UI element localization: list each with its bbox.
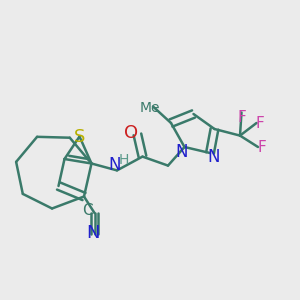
Text: C: C: [82, 203, 93, 218]
Text: F: F: [257, 140, 266, 154]
Text: F: F: [256, 116, 265, 130]
Text: N: N: [207, 148, 220, 166]
Text: S: S: [74, 128, 85, 146]
Text: F: F: [237, 110, 246, 124]
Text: N: N: [108, 156, 121, 174]
Text: N: N: [176, 143, 188, 161]
Text: H: H: [118, 154, 129, 167]
Text: Me: Me: [140, 101, 160, 115]
Text: O: O: [124, 124, 138, 142]
Text: N: N: [86, 224, 100, 242]
